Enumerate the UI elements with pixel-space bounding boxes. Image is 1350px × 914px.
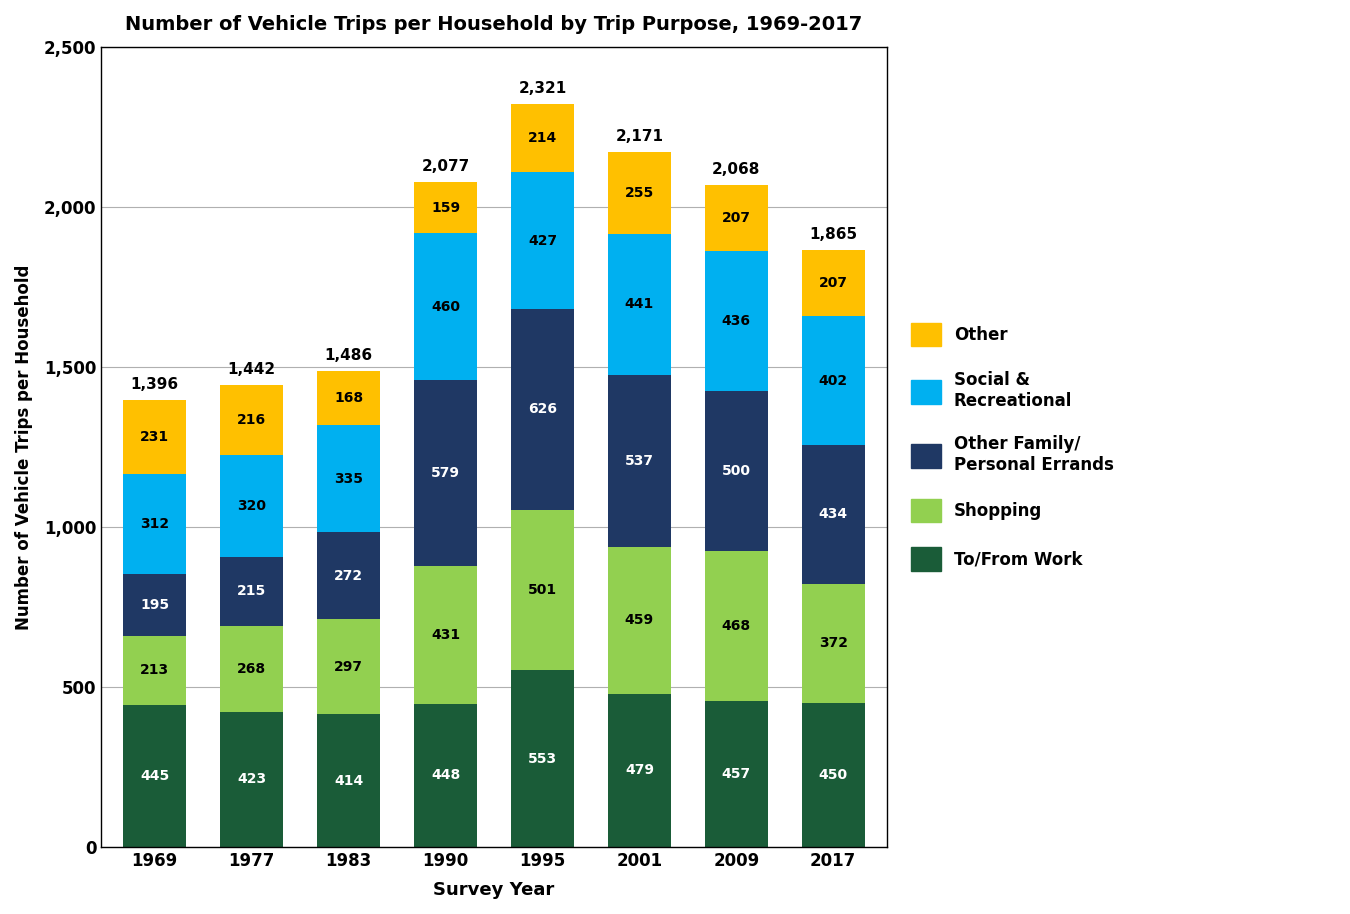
Text: 1,396: 1,396 <box>131 377 178 392</box>
Bar <box>705 185 768 251</box>
Text: 231: 231 <box>140 430 169 444</box>
Bar <box>802 445 865 584</box>
Bar <box>510 104 574 173</box>
Bar <box>802 584 865 703</box>
Text: 468: 468 <box>722 619 751 632</box>
Text: 445: 445 <box>140 769 169 782</box>
Text: 2,068: 2,068 <box>711 162 760 177</box>
Title: Number of Vehicle Trips per Household by Trip Purpose, 1969-2017: Number of Vehicle Trips per Household by… <box>126 15 863 34</box>
Bar <box>414 233 477 380</box>
Bar <box>510 510 574 670</box>
Bar <box>414 704 477 847</box>
Text: 2,171: 2,171 <box>616 129 663 144</box>
Text: 272: 272 <box>333 569 363 583</box>
Bar <box>123 636 186 705</box>
Bar <box>414 380 477 566</box>
X-axis label: Survey Year: Survey Year <box>433 881 555 899</box>
Bar <box>414 566 477 704</box>
Text: 460: 460 <box>431 300 460 314</box>
Text: 414: 414 <box>333 774 363 788</box>
Text: 268: 268 <box>238 662 266 675</box>
Bar <box>802 316 865 445</box>
Text: 372: 372 <box>818 636 848 651</box>
Text: 450: 450 <box>818 768 848 782</box>
Text: 459: 459 <box>625 613 653 627</box>
Bar <box>705 701 768 847</box>
Text: 553: 553 <box>528 751 558 766</box>
Text: 457: 457 <box>722 767 751 781</box>
Text: 216: 216 <box>238 413 266 427</box>
Text: 1,865: 1,865 <box>809 227 857 242</box>
Bar <box>123 705 186 847</box>
Text: 500: 500 <box>722 464 751 478</box>
Bar <box>317 532 381 620</box>
Bar <box>608 234 671 375</box>
Bar <box>317 715 381 847</box>
Text: 214: 214 <box>528 132 558 145</box>
Text: 297: 297 <box>333 660 363 674</box>
Bar <box>705 251 768 391</box>
Bar <box>414 182 477 233</box>
Bar <box>705 551 768 701</box>
Text: 434: 434 <box>818 507 848 521</box>
Bar <box>608 152 671 234</box>
Bar <box>510 670 574 847</box>
Text: 501: 501 <box>528 583 558 597</box>
Bar <box>317 620 381 715</box>
Text: 168: 168 <box>333 391 363 405</box>
Text: 207: 207 <box>722 211 751 225</box>
Text: 207: 207 <box>818 276 848 290</box>
Text: 1,486: 1,486 <box>324 348 373 363</box>
Text: 320: 320 <box>238 499 266 513</box>
Text: 215: 215 <box>238 584 266 599</box>
Text: 213: 213 <box>140 664 169 677</box>
Y-axis label: Number of Vehicle Trips per Household: Number of Vehicle Trips per Household <box>15 264 32 630</box>
Bar <box>220 557 284 626</box>
Text: 431: 431 <box>431 628 460 642</box>
Bar <box>220 386 284 454</box>
Bar <box>608 375 671 547</box>
Bar <box>317 371 381 425</box>
Bar <box>608 547 671 694</box>
Text: 402: 402 <box>818 374 848 388</box>
Text: 427: 427 <box>528 234 558 248</box>
Text: 579: 579 <box>431 466 460 480</box>
Bar <box>123 574 186 636</box>
Text: 312: 312 <box>140 517 169 531</box>
Text: 479: 479 <box>625 763 653 777</box>
Bar <box>705 391 768 551</box>
Bar <box>608 694 671 847</box>
Text: 255: 255 <box>625 186 653 200</box>
Text: 2,077: 2,077 <box>421 159 470 174</box>
Text: 537: 537 <box>625 453 653 468</box>
Bar <box>220 626 284 712</box>
Bar <box>802 703 865 847</box>
Bar <box>317 425 381 532</box>
Bar <box>510 173 574 309</box>
Text: 195: 195 <box>140 598 169 612</box>
Text: 335: 335 <box>333 472 363 485</box>
Text: 159: 159 <box>431 200 460 215</box>
Text: 1,442: 1,442 <box>228 362 275 377</box>
Bar <box>510 309 574 510</box>
Text: 2,321: 2,321 <box>518 81 567 96</box>
Bar <box>802 250 865 316</box>
Text: 626: 626 <box>528 402 558 417</box>
Bar <box>123 400 186 474</box>
Text: 448: 448 <box>431 769 460 782</box>
Text: 436: 436 <box>722 314 751 328</box>
Bar <box>220 454 284 557</box>
Text: 441: 441 <box>625 297 653 312</box>
Text: 423: 423 <box>238 772 266 786</box>
Legend: Other, Social &
Recreational, Other Family/
Personal Errands, Shopping, To/From : Other, Social & Recreational, Other Fami… <box>910 323 1114 571</box>
Bar <box>220 712 284 847</box>
Bar <box>123 474 186 574</box>
